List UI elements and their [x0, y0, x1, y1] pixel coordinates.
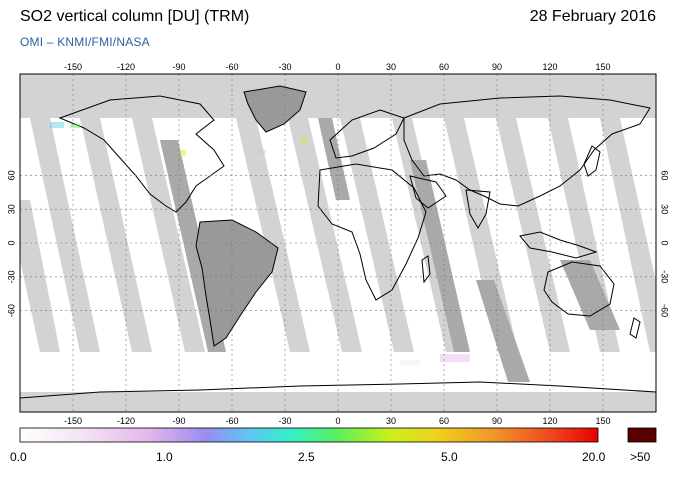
- longitude-tick-label: 150: [595, 62, 610, 72]
- longitude-tick-label: -60: [225, 416, 238, 426]
- longitude-tick-label: -60: [225, 62, 238, 72]
- latitude-tick-label: -30: [6, 270, 16, 283]
- colorbar-label-4: 20.0: [582, 450, 606, 464]
- longitude-tick-label: 90: [492, 416, 502, 426]
- longitude-tick-label: 30: [386, 416, 396, 426]
- longitude-tick-label: 30: [386, 62, 396, 72]
- longitude-labels-bottom: -150 -120 -90 -60 -30 0 30 60 90 120 150: [64, 416, 611, 426]
- so2-signal-speckles: [50, 122, 470, 365]
- latitude-tick-label: 60: [6, 170, 16, 180]
- latitude-tick-label: 0: [6, 240, 16, 245]
- longitude-tick-label: 60: [439, 62, 449, 72]
- longitude-tick-label: -120: [117, 62, 135, 72]
- longitude-tick-label: -90: [172, 416, 185, 426]
- latitude-tick-label: 60: [660, 170, 670, 180]
- map-frame: [19, 73, 657, 413]
- colorbar-label-2: 2.5: [298, 450, 315, 464]
- longitude-tick-label: 60: [439, 416, 449, 426]
- longitude-tick-label: 120: [542, 416, 557, 426]
- latitude-tick-label: -60: [660, 304, 670, 317]
- longitude-tick-label: -30: [278, 416, 291, 426]
- latitude-tick-label: 30: [660, 204, 670, 214]
- colorbar-over-label: >50: [630, 450, 651, 464]
- latitude-tick-label: -30: [660, 270, 670, 283]
- colorbar-label-3: 5.0: [441, 450, 458, 464]
- longitude-tick-label: 0: [335, 62, 340, 72]
- latitude-tick-label: 0: [660, 240, 670, 245]
- latitude-tick-label: 30: [6, 204, 16, 214]
- graticule: [20, 74, 656, 412]
- longitude-tick-label: 120: [542, 62, 557, 72]
- longitude-tick-label: 90: [492, 62, 502, 72]
- longitude-tick-label: -90: [172, 62, 185, 72]
- map-title: SO2 vertical column [DU] (TRM): [20, 8, 250, 25]
- colorbar-over-swatch: [627, 427, 657, 443]
- colorbar-label-1: 1.0: [156, 450, 173, 464]
- colorbar-label-0: 0.0: [10, 450, 27, 464]
- longitude-tick-label: -150: [64, 416, 82, 426]
- latitude-labels-left: 60 30 0 -30 -60: [6, 170, 16, 317]
- longitude-tick-label: -120: [117, 416, 135, 426]
- data-credit: OMI – KNMI/FMI/NASA: [20, 35, 150, 49]
- colorbar: [19, 427, 599, 443]
- south-polar-no-data: [20, 392, 656, 412]
- orbit-gaps-light: [20, 118, 656, 352]
- longitude-tick-label: 150: [595, 416, 610, 426]
- longitude-tick-label: -30: [278, 62, 291, 72]
- latitude-labels-right: 60 30 0 -30 -60: [660, 170, 670, 317]
- longitude-labels-top: -150 -120 -90 -60 -30 0 30 60 90 120 150: [64, 62, 611, 72]
- latitude-tick-label: -60: [6, 304, 16, 317]
- longitude-tick-label: 0: [335, 416, 340, 426]
- longitude-tick-label: -150: [64, 62, 82, 72]
- map-date: 28 February 2016: [529, 8, 656, 25]
